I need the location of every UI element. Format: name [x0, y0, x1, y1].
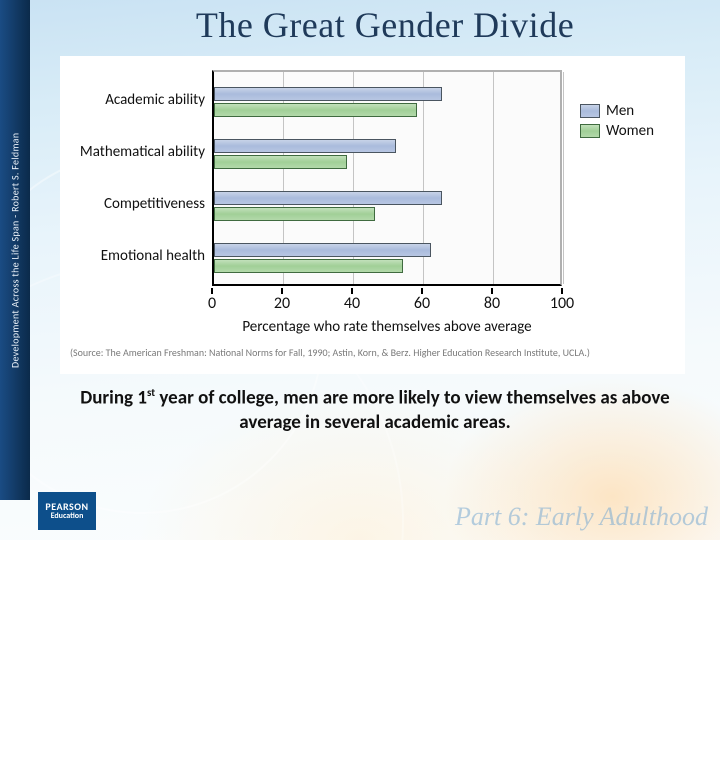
- bar-women: [214, 103, 417, 117]
- legend-swatch: [580, 124, 600, 138]
- bar-women: [214, 155, 347, 169]
- bar-women: [214, 207, 375, 221]
- bar-men: [214, 139, 396, 153]
- chart-plot-area: [212, 70, 562, 286]
- book-spine: Development Across the Life Span - Rober…: [0, 0, 30, 500]
- bar-men: [214, 87, 442, 101]
- publisher-sub: Education: [51, 512, 84, 521]
- category-label: Emotional health: [57, 247, 205, 265]
- legend-label: Men: [606, 102, 634, 120]
- category-label: Academic ability: [57, 91, 205, 109]
- chart-legend: Men Women: [580, 102, 654, 142]
- category-label: Competitiveness: [57, 195, 205, 213]
- legend-item: Women: [580, 122, 654, 140]
- pearson-logo: PEARSON Education: [38, 492, 96, 530]
- slide-title: The Great Gender Divide: [60, 4, 710, 46]
- x-tick-label: 40: [332, 294, 372, 313]
- part-label: Part 6: Early Adulthood: [455, 502, 708, 532]
- x-tick-label: 0: [192, 294, 232, 313]
- gridline: [563, 72, 564, 284]
- x-tick-label: 100: [542, 294, 582, 313]
- legend-swatch: [580, 104, 600, 118]
- category-label: Mathematical ability: [57, 143, 205, 161]
- x-tick-label: 60: [402, 294, 442, 313]
- x-tick-label: 80: [472, 294, 512, 313]
- bar-women: [214, 259, 403, 273]
- chart-figure: Academic ability Mathematical ability Comp…: [60, 56, 685, 374]
- x-tick-label: 20: [262, 294, 302, 313]
- chart-source: (Source: The American Freshman: National…: [70, 346, 675, 359]
- slide-caption: During 1st year of college, men are more…: [70, 386, 680, 435]
- gridline: [493, 72, 494, 284]
- legend-label: Women: [606, 122, 654, 140]
- bar-men: [214, 243, 431, 257]
- legend-item: Men: [580, 102, 654, 120]
- bar-men: [214, 191, 442, 205]
- x-axis-label: Percentage who rate themselves above ave…: [212, 318, 562, 336]
